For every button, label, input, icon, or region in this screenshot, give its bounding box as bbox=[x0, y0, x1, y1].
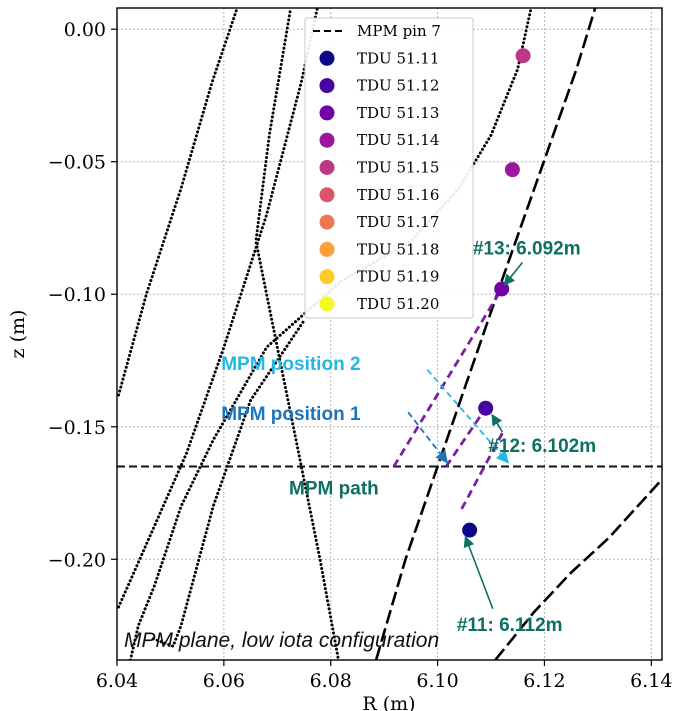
x-tick-label: 6.08 bbox=[310, 670, 352, 692]
projection-line bbox=[460, 428, 506, 510]
annotations: #13: 6.092m #12: 6.102m #11: 6.112m MPM pos… bbox=[221, 238, 596, 635]
tdu-point bbox=[462, 522, 478, 538]
position-arrow bbox=[407, 411, 448, 464]
legend-marker bbox=[319, 269, 335, 285]
y-tick-label: 0.00 bbox=[64, 19, 106, 41]
caption: MPM plane, low iota configuration bbox=[124, 629, 439, 652]
x-axis-label: R (m) bbox=[362, 693, 415, 711]
legend-label: TDU 51.16 bbox=[357, 186, 439, 204]
legend: MPM pin 7 TDU 51.11 TDU 51.12 TDU 51.13 TDU … bbox=[304, 17, 474, 319]
y-tick-label: −0.15 bbox=[48, 417, 106, 439]
annotation-label: #11: 6.112m bbox=[457, 615, 563, 636]
legend-label: TDU 51.12 bbox=[357, 77, 439, 95]
x-tick-label: 6.06 bbox=[203, 670, 245, 692]
annotation-label: #12: 6.102m bbox=[488, 436, 596, 457]
x-tick-label: 6.12 bbox=[523, 670, 565, 692]
annotation-label: MPM path bbox=[289, 478, 379, 499]
legend-marker bbox=[319, 105, 335, 121]
legend-label: TDU 51.20 bbox=[357, 295, 439, 313]
legend-label: TDU 51.13 bbox=[357, 104, 439, 122]
tdu-point bbox=[494, 281, 510, 297]
legend-label: TDU 51.14 bbox=[357, 131, 439, 149]
plot-frame bbox=[116, 7, 663, 661]
legend-label: MPM pin 7 bbox=[357, 22, 441, 40]
field-line-dotted bbox=[117, 8, 239, 397]
legend-label: TDU 51.17 bbox=[357, 213, 439, 231]
annotation-arrow bbox=[463, 535, 494, 610]
field-line-dashed bbox=[374, 8, 597, 660]
annotation-label: MPM position 1 bbox=[221, 404, 361, 425]
y-tick-label: −0.20 bbox=[48, 549, 106, 571]
field-line-dotted bbox=[128, 8, 533, 660]
y-tick-label: −0.10 bbox=[48, 284, 106, 306]
legend-label: TDU 51.15 bbox=[357, 159, 439, 177]
legend-marker bbox=[319, 187, 335, 203]
x-tick-label: 6.14 bbox=[630, 670, 672, 692]
legend-marker bbox=[319, 78, 335, 94]
legend-label: TDU 51.11 bbox=[357, 49, 439, 67]
field-line-dashed bbox=[494, 481, 661, 660]
projection-lines bbox=[392, 288, 506, 510]
legend-marker bbox=[319, 132, 335, 148]
legend-marker bbox=[319, 214, 335, 230]
field-line-traces bbox=[117, 8, 661, 660]
field-line-dotted bbox=[151, 319, 306, 648]
position-arrow bbox=[426, 369, 509, 464]
tdu-point bbox=[504, 162, 520, 178]
legend-label: TDU 51.18 bbox=[357, 240, 439, 258]
legend-marker bbox=[319, 296, 335, 312]
x-tick-label: 6.10 bbox=[416, 670, 458, 692]
tdu-point bbox=[515, 48, 531, 64]
tdu-point bbox=[478, 400, 494, 416]
y-tick-label: −0.05 bbox=[48, 152, 106, 174]
x-tick-label: 6.04 bbox=[96, 670, 138, 692]
legend-marker bbox=[319, 241, 335, 257]
legend-box bbox=[304, 17, 474, 319]
projection-line bbox=[444, 407, 487, 468]
field-line-dotted bbox=[117, 8, 319, 609]
y-axis-label: z (m) bbox=[7, 310, 29, 359]
projection-line bbox=[392, 288, 503, 468]
annotation-label: #13: 6.092m bbox=[473, 238, 581, 259]
field-line-dotted bbox=[254, 8, 340, 660]
legend-marker bbox=[319, 50, 335, 66]
tdu-points bbox=[462, 48, 531, 538]
legend-marker bbox=[319, 160, 335, 175]
annotation-arrow bbox=[503, 261, 524, 286]
legend-label: TDU 51.19 bbox=[357, 268, 439, 286]
annotation-label: MPM position 2 bbox=[221, 354, 360, 375]
annotation-arrow bbox=[491, 413, 504, 433]
axis-ticks: 6.04 6.06 6.08 6.10 6.12 6.14 0.00 −0.05 −0.10 −0… bbox=[48, 19, 673, 692]
